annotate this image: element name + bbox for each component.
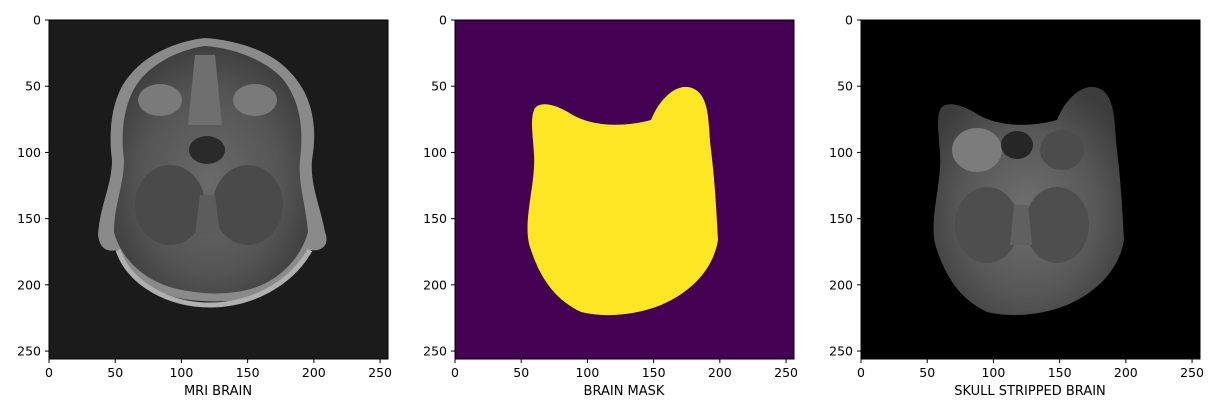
mri-left-orbit: [138, 84, 182, 116]
mri-cerebellum-right: [213, 165, 283, 245]
mask-axes-frame: [454, 19, 795, 360]
stripped-cerebellum-left: [955, 187, 1019, 263]
x-tick-label: 100: [981, 365, 1005, 380]
stripped-ticks: 0 50 100 150 200 250 0 50 100 150 200 250: [829, 13, 1204, 381]
mri-dark-region: [189, 136, 225, 164]
mri-cerebellum-left: [135, 165, 205, 245]
x-tick-label: 200: [1114, 365, 1138, 380]
y-tick-label: 100: [829, 145, 853, 160]
x-tick-label: 150: [1048, 365, 1072, 380]
skull-stripped-axes: 0 50 100 150 200 250 0 50 100 150 200 250: [829, 13, 1204, 381]
stripped-right-region: [1040, 130, 1084, 170]
x-tick-label: 150: [642, 365, 666, 380]
mask-xlabel: BRAIN MASK: [583, 384, 665, 399]
stripped-xlabel: SKULL STRIPPED BRAIN: [954, 384, 1106, 399]
mri-brainstem: [195, 195, 220, 235]
y-tick-label: 150: [17, 211, 41, 226]
y-tick-label: 200: [17, 277, 41, 292]
x-tick-label: 50: [513, 365, 529, 380]
stripped-bright-left: [952, 128, 1002, 172]
x-tick-label: 150: [236, 365, 260, 380]
y-tick-label: 250: [829, 344, 853, 359]
mri-brain-axes: 0 50 100 150 200 250 0 50 100 150 200 250: [17, 13, 392, 381]
x-tick-label: 0: [451, 365, 459, 380]
brain-mask-region: [527, 86, 718, 316]
stripped-cerebellum-right: [1025, 187, 1089, 263]
mri-axes-frame: [48, 19, 389, 360]
y-tick-label: 100: [17, 145, 41, 160]
brain-mask-axes: 0 50 100 150 200 250 0 50 100 150 200 250: [423, 13, 798, 381]
x-tick-label: 200: [708, 365, 732, 380]
stripped-axes-frame: [860, 19, 1201, 360]
y-tick-label: 0: [439, 13, 447, 28]
y-tick-label: 0: [33, 13, 41, 28]
x-tick-label: 50: [919, 365, 935, 380]
stripped-dark-region: [1001, 131, 1033, 159]
y-tick-label: 250: [17, 344, 41, 359]
panel-skull-stripped: 0 50 100 150 200 250 0 50 100 150 200 250 SKULL STR…: [812, 0, 1212, 412]
y-tick-label: 250: [423, 344, 447, 359]
panel-mri-brain: 0 50 100 150 200 250 0 50 100 150 200 250 MRI BRAIN: [0, 0, 400, 412]
y-tick-label: 200: [423, 277, 447, 292]
stripped-brainstem: [1010, 205, 1032, 245]
x-tick-label: 250: [774, 365, 798, 380]
y-tick-label: 0: [845, 13, 853, 28]
y-tick-label: 50: [25, 79, 41, 94]
x-tick-label: 0: [857, 365, 865, 380]
mri-right-orbit: [233, 84, 277, 116]
y-tick-label: 150: [829, 211, 853, 226]
y-tick-label: 50: [431, 79, 447, 94]
y-tick-label: 100: [423, 145, 447, 160]
y-tick-label: 200: [829, 277, 853, 292]
x-tick-label: 200: [302, 365, 326, 380]
x-tick-label: 100: [169, 365, 193, 380]
mask-ticks: 0 50 100 150 200 250 0 50 100 150 200 250: [423, 13, 798, 381]
x-tick-label: 100: [575, 365, 599, 380]
mri-nasal: [188, 55, 222, 125]
x-tick-label: 50: [107, 365, 123, 380]
y-tick-label: 150: [423, 211, 447, 226]
x-tick-label: 250: [368, 365, 392, 380]
skull-stripped-image: [933, 86, 1124, 316]
mri-xlabel: MRI BRAIN: [183, 384, 253, 399]
panel-brain-mask: 0 50 100 150 200 250 0 50 100 150 200 250 BRAIN MAS…: [406, 0, 806, 412]
x-tick-label: 0: [45, 365, 53, 380]
mri-ticks: 0 50 100 150 200 250 0 50 100 150 200 250: [17, 13, 392, 381]
mri-brain-image: [98, 38, 327, 308]
y-tick-label: 50: [837, 79, 853, 94]
x-tick-label: 250: [1180, 365, 1204, 380]
mri-skull-rim: [115, 248, 313, 308]
